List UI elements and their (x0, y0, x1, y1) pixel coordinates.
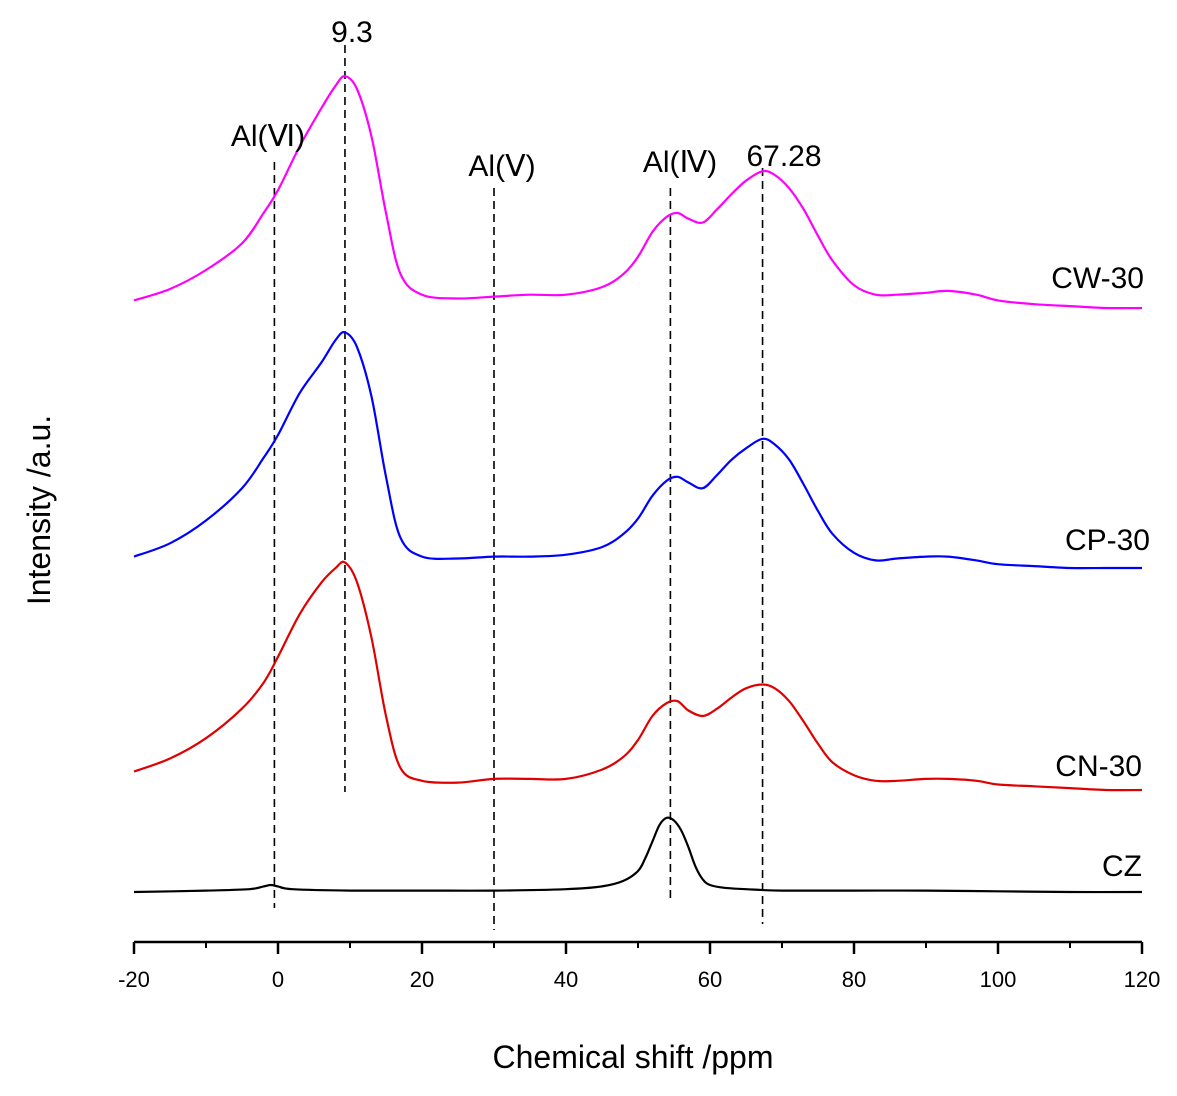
reference-annotation: 67.28 (746, 140, 821, 173)
x-tick-label: 60 (698, 967, 722, 992)
series-line-cn-30 (133, 560, 1143, 792)
series-line-cw-30 (133, 75, 1143, 310)
reference-annotation: Al(Ⅵ) (231, 120, 305, 153)
x-tick-label: 0 (272, 967, 284, 992)
series-line-cp-30 (133, 331, 1142, 570)
reference-annotation: Al(Ⅴ) (468, 150, 535, 183)
x-tick-label: -20 (118, 967, 150, 992)
x-axis-title: Chemical shift /ppm (493, 1039, 774, 1075)
x-tick-label: 40 (554, 967, 578, 992)
x-tick-label: 20 (410, 967, 434, 992)
series-label-cw-30: CW-30 (1051, 262, 1144, 295)
reference-annotation: Al(Ⅳ) (643, 146, 717, 179)
series-line-cz (133, 816, 1143, 894)
reference-lines (273, 45, 764, 930)
x-tick-label: 80 (842, 967, 866, 992)
series-label-cp-30: CP-30 (1065, 524, 1150, 557)
labels-layer: CW-30 CP-30 CN-30 CZ Al(Ⅵ) 9.3 Al(Ⅴ) Al(Ⅳ) 67.28 (231, 16, 1150, 883)
series-label-cn-30: CN-30 (1055, 750, 1142, 783)
y-axis-title: Intensity /a.u. (21, 415, 57, 605)
series-label-cz: CZ (1102, 850, 1142, 883)
x-tick-label: 100 (980, 967, 1017, 992)
x-tick-label: 120 (1124, 967, 1161, 992)
reference-annotation: 9.3 (331, 16, 373, 49)
series-layer (133, 75, 1143, 894)
x-axis: -20 0 20 40 60 80 100 120 (118, 940, 1161, 992)
